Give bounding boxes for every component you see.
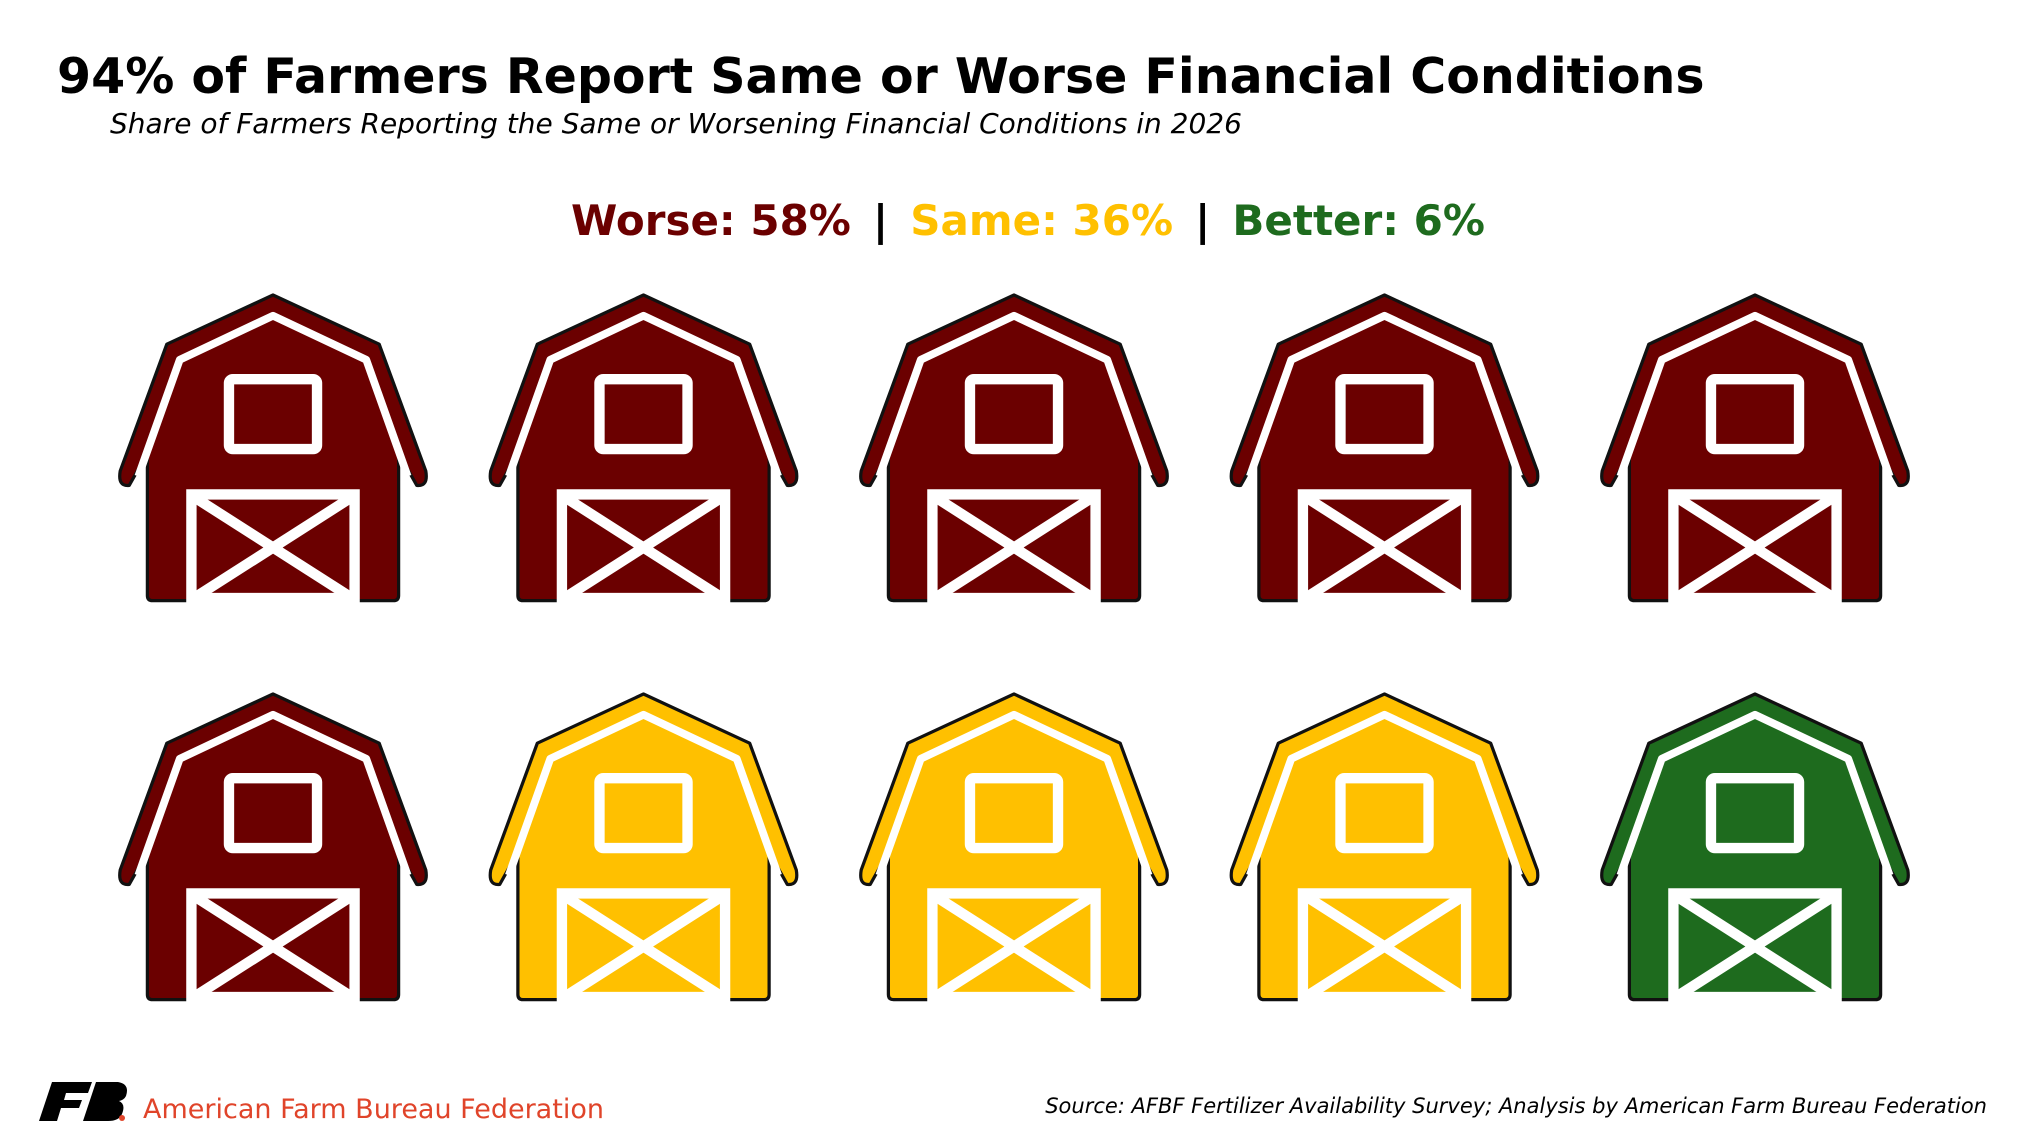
chart-subtitle: Share of Farmers Reporting the Same or W… [110, 107, 1242, 140]
barn-roof-line [875, 710, 1153, 877]
barn-window [1705, 373, 1805, 455]
barn-roof-line [505, 311, 782, 478]
legend-entry: Same: 36% [910, 196, 1173, 245]
chart-title: 94% of Farmers Report Same or Worse Fina… [57, 48, 1705, 105]
pictograph [118, 293, 1910, 1003]
logo-dot [119, 1115, 125, 1121]
barn-roof-line [1616, 311, 1894, 478]
organization: American Farm Bureau Federation [143, 1094, 604, 1125]
barn-roof-line [1616, 710, 1894, 877]
barn-door-cross [191, 492, 355, 603]
logo-f [39, 1082, 92, 1121]
barn [859, 293, 1169, 604]
barn [1600, 692, 1910, 1003]
barn-door-cross [1673, 891, 1837, 1002]
barn [859, 692, 1169, 1003]
logo-mark [39, 1082, 127, 1121]
barn-window [594, 772, 693, 854]
legend-entry: Worse: 58% [571, 196, 851, 245]
barn-door-cross [191, 891, 355, 1002]
barn-door-cross [1302, 891, 1467, 1002]
barn-roof-line [1246, 710, 1523, 877]
legend-entry: Better: 6% [1232, 196, 1485, 245]
legend-separator: | [1195, 196, 1210, 245]
barn-window [594, 373, 693, 455]
barn-window [1705, 772, 1805, 854]
barn-door-cross [1673, 492, 1837, 603]
barn-window [1335, 373, 1434, 455]
source-note: Source: AFBF Fertilizer Availability Sur… [1045, 1094, 1987, 1118]
logo-b [83, 1082, 127, 1121]
barn-door-cross [932, 891, 1096, 1002]
barn-window [964, 772, 1064, 854]
barn-door-cross [561, 891, 726, 1002]
barn-door-cross [932, 492, 1096, 603]
barn [488, 293, 799, 604]
barn [1229, 692, 1540, 1003]
barn-roof-line [134, 710, 412, 877]
barn-window [223, 373, 323, 455]
barn-window [1335, 772, 1434, 854]
barn [118, 692, 428, 1003]
barn-door-cross [1302, 492, 1467, 603]
barn-roof-line [134, 311, 412, 478]
barn [1229, 293, 1540, 604]
barn-roof-line [875, 311, 1153, 478]
barn-window [964, 373, 1064, 455]
barn-roof-line [1246, 311, 1523, 478]
legend: Worse: 58% | Same: 36% | Better: 6% [571, 196, 1485, 245]
barn-window [223, 772, 323, 854]
barn-door-cross [561, 492, 726, 603]
barn [488, 692, 799, 1003]
barn [118, 293, 428, 604]
legend-separator: | [873, 196, 888, 245]
barn-roof-line [505, 710, 782, 877]
barn [1600, 293, 1910, 604]
